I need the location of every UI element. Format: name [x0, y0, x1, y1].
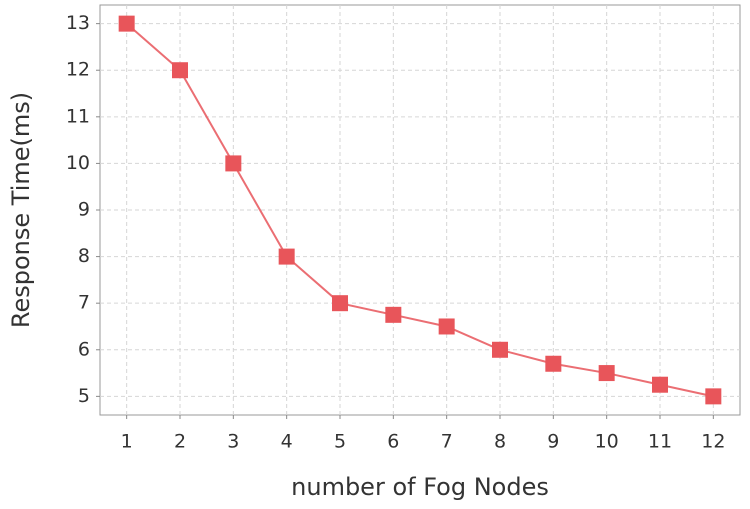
x-tick-label: 7 [441, 431, 453, 453]
y-tick-label: 8 [78, 245, 90, 267]
data-point [332, 295, 348, 312]
x-tick-label: 8 [494, 431, 506, 453]
data-point [278, 248, 295, 265]
data-point [225, 155, 242, 172]
y-tick-label: 10 [66, 152, 90, 174]
x-tick-label: 10 [595, 431, 619, 453]
data-point [118, 15, 135, 32]
y-tick-label: 11 [66, 105, 90, 127]
x-tick-label: 11 [648, 431, 672, 453]
y-axis-title: Response Time(ms) [7, 92, 35, 328]
y-tick-label: 7 [78, 292, 90, 314]
y-tick-label: 13 [66, 12, 90, 34]
data-point [172, 62, 188, 79]
x-axis-title: number of Fog Nodes [291, 473, 549, 501]
data-point [438, 318, 455, 335]
y-tick-label: 6 [78, 338, 90, 360]
y-tick-label: 12 [66, 59, 90, 81]
data-point [705, 388, 722, 405]
data-point [652, 376, 668, 393]
data-point [385, 306, 402, 323]
x-tick-label: 3 [227, 431, 239, 453]
data-point [545, 355, 562, 372]
x-tick-label: 9 [547, 431, 559, 453]
x-tick-label: 12 [701, 431, 725, 453]
series-line [126, 22, 714, 398]
x-tick-label: 2 [174, 431, 186, 453]
y-tick-label: 9 [78, 199, 90, 221]
data-point [598, 365, 615, 382]
x-tick-label: 5 [334, 431, 346, 453]
plot-area [99, 4, 741, 416]
y-tick-label: 5 [78, 385, 90, 407]
x-tick-label: 6 [387, 431, 399, 453]
data-point [492, 341, 508, 358]
x-tick-label: 1 [121, 431, 133, 453]
x-tick-label: 4 [281, 431, 293, 453]
